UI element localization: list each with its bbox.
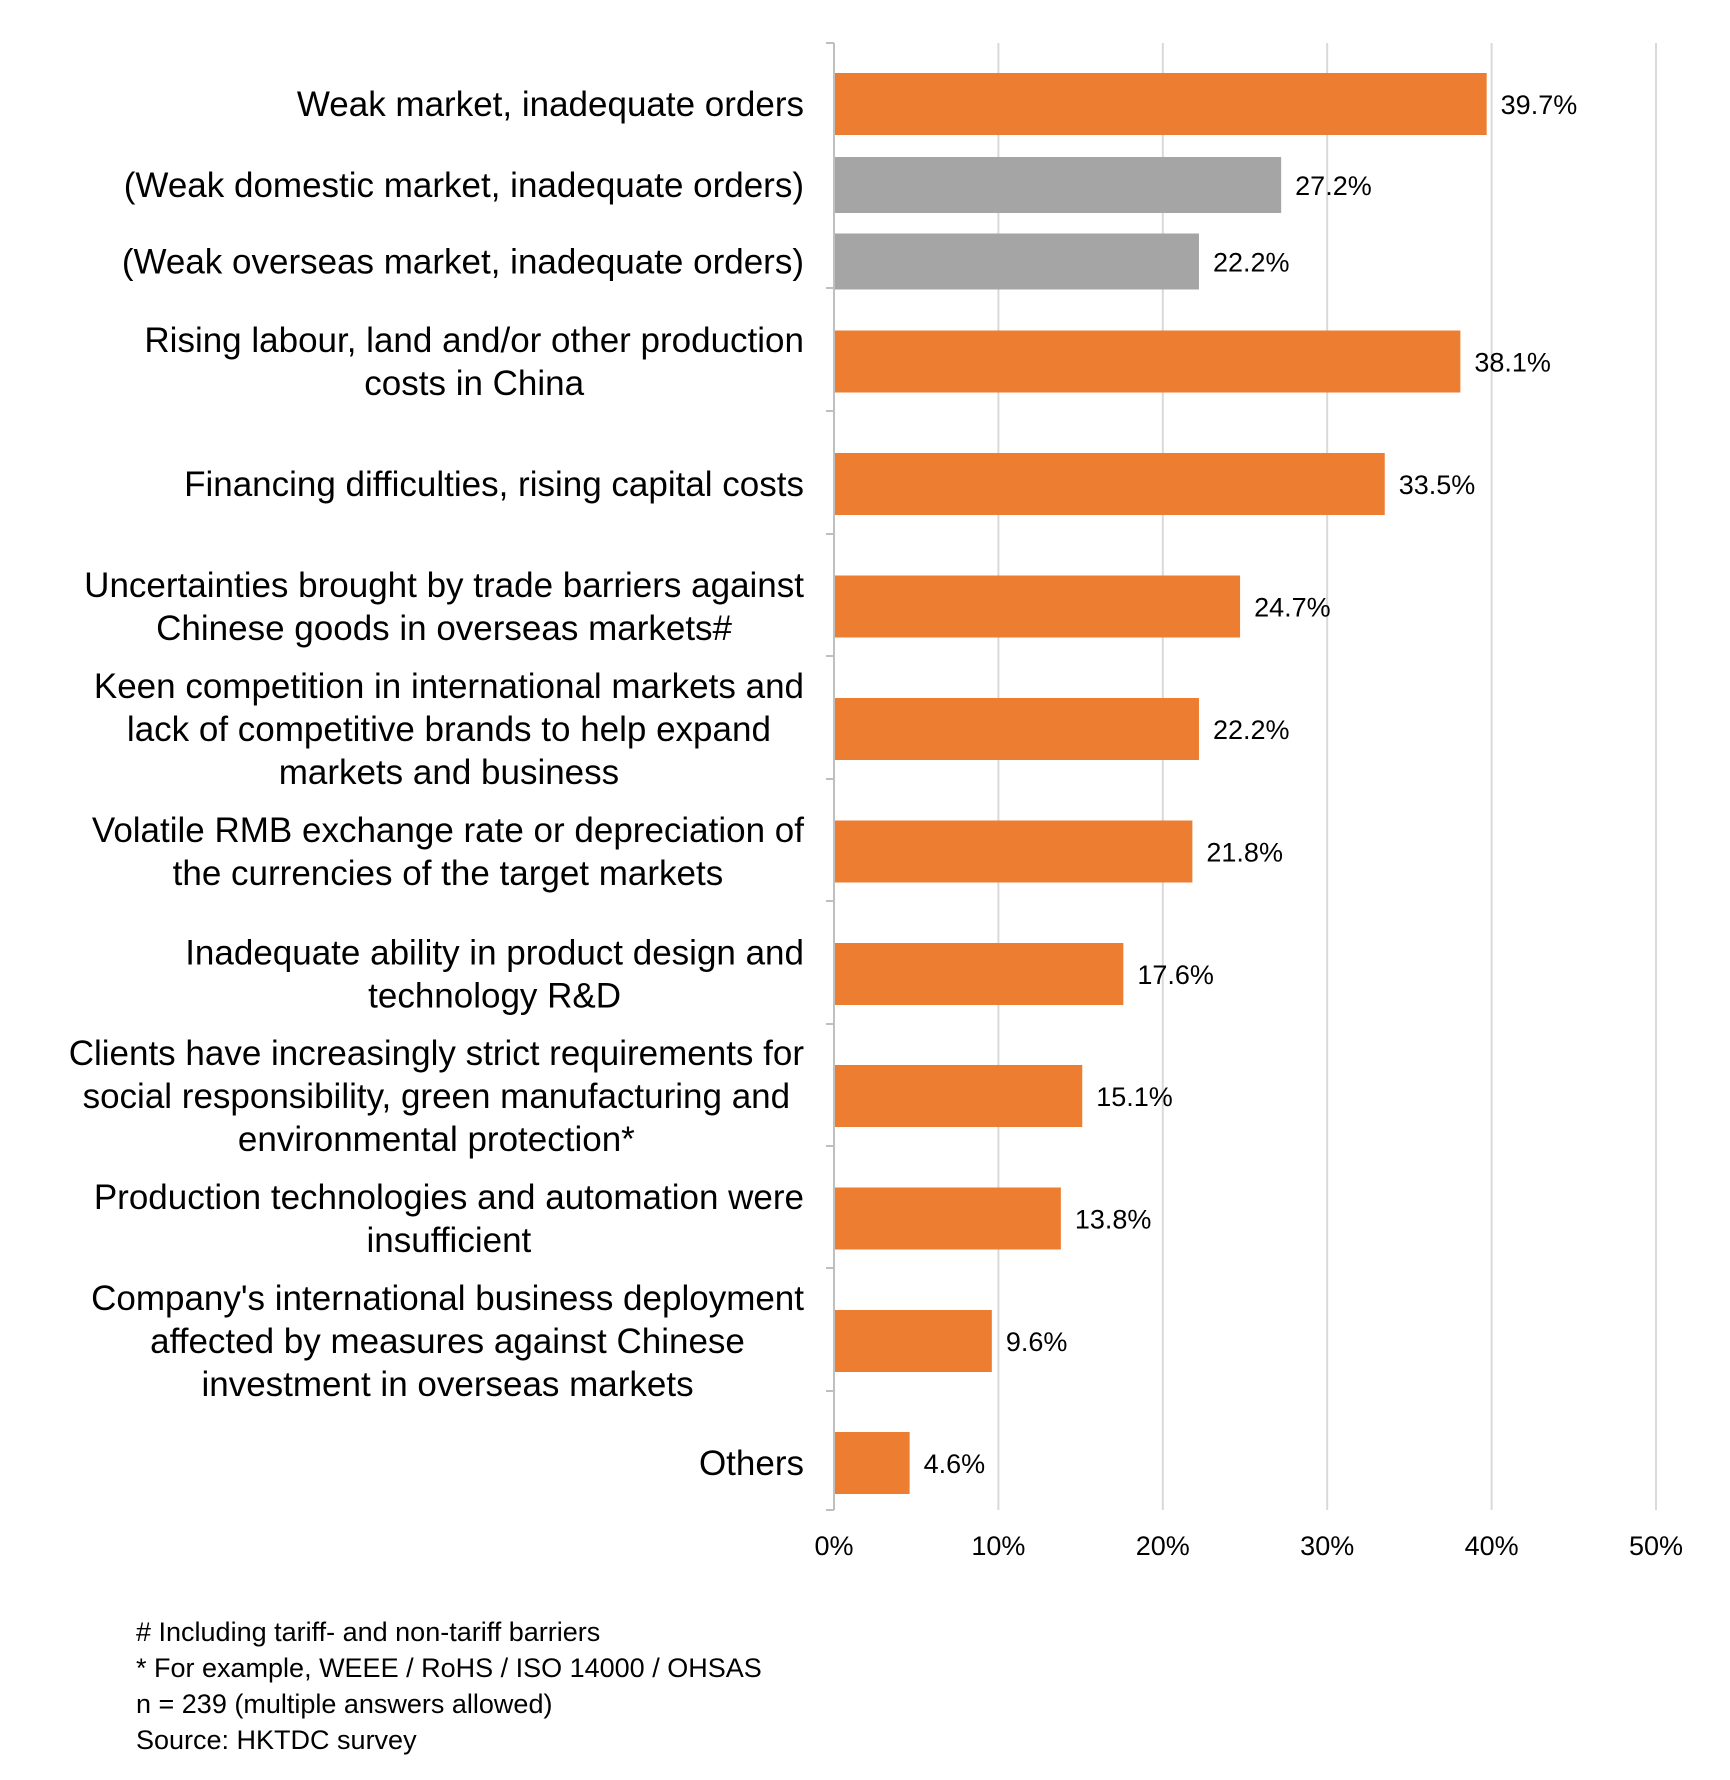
category-label-5: Uncertainties brought by trade barriers …	[84, 566, 804, 648]
value-label-8: 17.6%	[1137, 960, 1214, 990]
category-label-2: (Weak overseas market, inadequate orders…	[122, 243, 804, 282]
x-tick-label-30: 30%	[1300, 1531, 1354, 1560]
bar-2	[834, 233, 1199, 290]
bar-7	[834, 820, 1193, 883]
bar-12	[834, 1432, 910, 1494]
bar-4	[834, 453, 1385, 515]
axes	[826, 42, 835, 1511]
bar-chart: Weak market, inadequate orders (Weak dome…	[69, 42, 1683, 1560]
value-label-7: 21.8%	[1206, 838, 1283, 868]
category-label-11: Company's international business deploym…	[91, 1279, 804, 1404]
footnotes: # Including tariff- and non-tariff barri…	[136, 1614, 1136, 1758]
bar-6	[834, 698, 1199, 760]
category-label-0: Weak market, inadequate orders	[297, 85, 804, 124]
value-labels: 39.7% 27.2% 22.2% 38.1% 33.5% 24.7% 22.2% 21.8%…	[924, 90, 1578, 1479]
category-label-10: Production technologies and automation w…	[94, 1178, 804, 1260]
bar-1	[834, 157, 1282, 213]
value-label-11: 9.6%	[1006, 1327, 1068, 1357]
category-label-3: Rising labour, land and/or other product…	[144, 321, 804, 403]
category-label-6: Keen competition in international market…	[94, 667, 804, 792]
bar-3	[834, 330, 1461, 393]
x-tick-label-10: 10%	[971, 1531, 1025, 1560]
footnote-sample-size: n = 239 (multiple answers allowed)	[136, 1689, 553, 1719]
category-label-1: (Weak domestic market, inadequate orders…	[124, 166, 804, 205]
value-label-12: 4.6%	[924, 1449, 986, 1479]
category-label-9: Clients have increasingly strict require…	[69, 1034, 805, 1159]
value-label-9: 15.1%	[1096, 1082, 1173, 1112]
value-label-3: 38.1%	[1474, 348, 1551, 378]
value-label-5: 24.7%	[1254, 593, 1331, 623]
value-label-10: 13.8%	[1075, 1205, 1152, 1235]
value-label-2: 22.2%	[1213, 248, 1290, 278]
value-label-4: 33.5%	[1399, 470, 1476, 500]
bar-10	[834, 1187, 1061, 1250]
value-label-6: 22.2%	[1213, 715, 1290, 745]
x-tick-label-0: 0%	[814, 1531, 853, 1560]
category-labels: Weak market, inadequate orders (Weak dome…	[69, 85, 805, 1483]
x-tick-label-20: 20%	[1136, 1531, 1190, 1560]
category-label-8: Inadequate ability in product design and…	[185, 934, 804, 1016]
footnote-trade-barriers: # Including tariff- and non-tariff barri…	[136, 1617, 601, 1647]
value-label-0: 39.7%	[1501, 90, 1578, 120]
bar-0	[834, 73, 1487, 135]
category-label-12: Others	[699, 1444, 804, 1483]
bar-8	[834, 943, 1124, 1005]
category-label-4: Financing difficulties, rising capital c…	[184, 465, 804, 504]
x-tick-label-40: 40%	[1465, 1531, 1519, 1560]
bar-5	[834, 575, 1241, 638]
x-axis-tick-labels: 0% 10% 20% 30% 40% 50%	[814, 1531, 1683, 1560]
bar-11	[834, 1310, 992, 1372]
footnote-example-standards: * For example, WEEE / RoHS / ISO 14000 /…	[136, 1653, 762, 1683]
bars	[834, 73, 1487, 1494]
category-label-7: Volatile RMB exchange rate or depreciati…	[92, 811, 804, 893]
x-tick-label-50: 50%	[1629, 1531, 1683, 1560]
source-note: Source: HKTDC survey	[136, 1725, 417, 1755]
bar-9	[834, 1065, 1083, 1127]
value-label-1: 27.2%	[1295, 171, 1372, 201]
